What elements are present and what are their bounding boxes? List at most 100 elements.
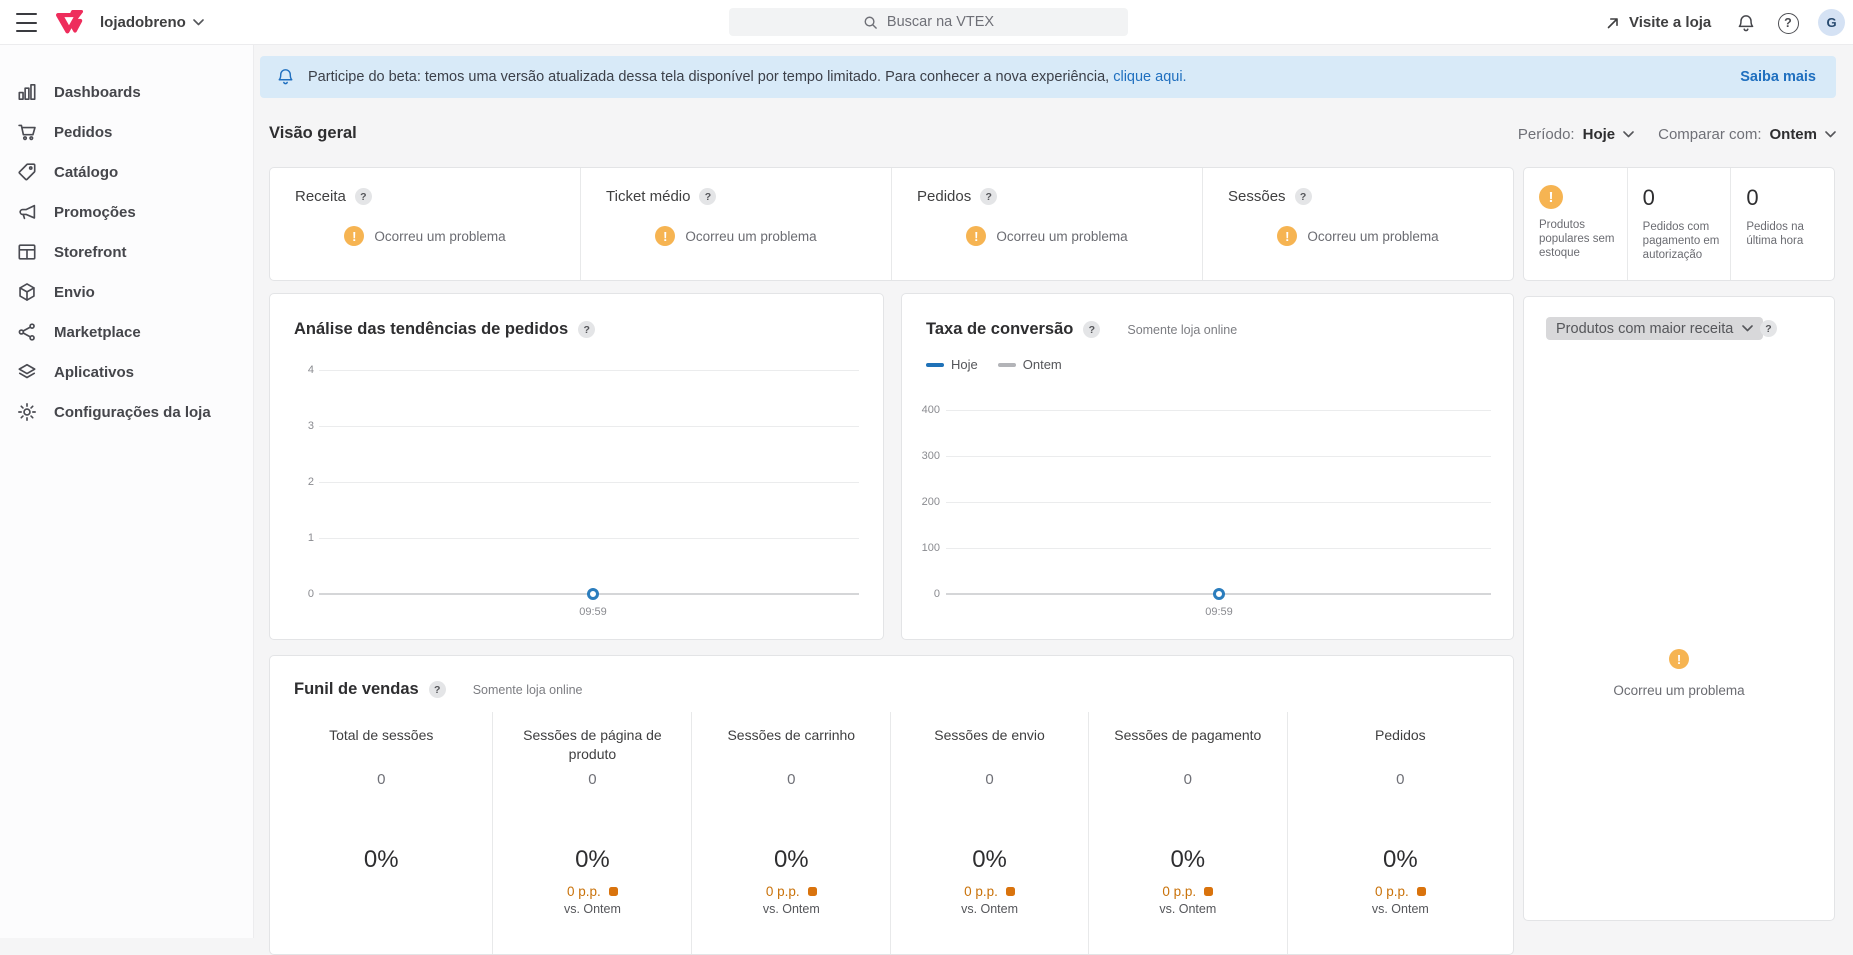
sidebar-item-dashboards[interactable]: Dashboards <box>0 72 253 112</box>
visit-store-link[interactable]: Visite a loja <box>1606 12 1711 33</box>
kpi-sessoes: Sessões? ! Ocorreu um problema <box>1202 168 1513 280</box>
delta-pp: 0 p.p. <box>493 884 691 899</box>
period-controls: Período: Hoje Comparar com: Ontem <box>1518 126 1836 143</box>
arrow-up-right-icon <box>1607 17 1618 28</box>
delta-dot-icon <box>1005 887 1015 896</box>
funnel-step-pedidos: Pedidos 0 0% 0 p.p. vs. Ontem <box>1286 712 1513 954</box>
storefront-layout-icon <box>18 244 36 260</box>
account-switcher[interactable]: lojadobreno <box>100 12 204 33</box>
top-bar: lojadobreno Buscar na VTEX Visite a loja… <box>0 0 1853 45</box>
legend-hoje: Hoje <box>926 357 978 372</box>
menu-hamburger-icon[interactable] <box>16 13 40 32</box>
error-text: Ocorreu um problema <box>685 228 817 244</box>
help-badge-icon[interactable]: ? <box>354 188 372 205</box>
counter-pedidos-ultima-hora: 0 Pedidos na última hora <box>1730 168 1834 280</box>
help-badge-icon[interactable]: ? <box>428 681 446 698</box>
sidebar-item-storefront[interactable]: Storefront <box>0 232 253 272</box>
warning-icon: ! <box>655 226 676 246</box>
delta-dot-icon <box>1204 887 1214 896</box>
help-badge-icon[interactable]: ? <box>578 321 596 338</box>
delta-dot-icon <box>608 887 618 896</box>
help-icon[interactable]: ? <box>1776 11 1800 35</box>
chevron-down-icon <box>1623 131 1634 138</box>
x-axis-tick: 09:59 <box>1205 606 1233 618</box>
delta-pp: 0 p.p. <box>1089 884 1287 899</box>
shipping-box-icon <box>19 283 35 301</box>
scope-note: Somente loja online <box>1127 322 1238 337</box>
promotions-megaphone-icon <box>19 204 36 220</box>
help-badge-icon[interactable]: ? <box>1083 321 1101 338</box>
avatar-initial: G <box>1826 15 1837 30</box>
sidebar-item-configuracoes[interactable]: Configurações da loja <box>0 392 253 432</box>
banner-message: Participe do beta: temos uma versão atua… <box>308 69 1187 85</box>
counter-produtos-sem-estoque: ! Produtos populares sem estoque <box>1524 168 1627 280</box>
sidebar-item-pedidos[interactable]: Pedidos <box>0 112 253 152</box>
sales-funnel-card: Funil de vendas ? Somente loja online To… <box>269 655 1514 955</box>
chart-title: Taxa de conversão <box>926 320 1074 338</box>
error-text: Ocorreu um problema <box>374 228 506 244</box>
chart-legend: Hoje Ontem <box>926 357 1489 372</box>
help-badge-icon[interactable]: ? <box>1294 188 1312 205</box>
chevron-down-icon <box>1742 325 1754 332</box>
warning-icon: ! <box>344 226 365 246</box>
products-metric-selector[interactable]: Produtos com maior receita <box>1546 317 1764 340</box>
period-selector[interactable]: Período: Hoje <box>1518 126 1634 143</box>
error-text: Ocorreu um problema <box>1613 683 1745 698</box>
help-badge-icon[interactable]: ? <box>980 188 998 205</box>
counter-pagamento-autorizacao: 0 Pedidos com pagamento em autorização <box>1626 168 1731 280</box>
beta-banner: Participe do beta: temos uma versão atua… <box>260 56 1836 98</box>
compare-selector[interactable]: Comparar com: Ontem <box>1658 126 1836 143</box>
delta-dot-icon <box>807 887 817 896</box>
visit-store-label: Visite a loja <box>1629 14 1712 31</box>
warning-icon: ! <box>1669 649 1689 669</box>
warning-icon: ! <box>966 226 987 246</box>
kpi-receita: Receita? ! Ocorreu um problema <box>270 168 580 280</box>
funnel-steps: Total de sessões 0 0% Sessões de página … <box>270 712 1513 954</box>
kpi-ticket-medio: Ticket médio? ! Ocorreu um problema <box>580 168 891 280</box>
help-badge-icon[interactable]: ? <box>699 188 717 205</box>
funnel-step-carrinho: Sessões de carrinho 0 0% 0 p.p. vs. Onte… <box>691 712 890 954</box>
saiba-mais-link[interactable]: Saiba mais <box>1740 69 1816 85</box>
bell-icon <box>278 69 293 85</box>
warning-icon: ! <box>1277 226 1298 246</box>
warning-icon: ! <box>1539 185 1563 209</box>
top-products-panel: Produtos com maior receita ? ! Ocorreu u… <box>1523 296 1835 921</box>
today-line-swatch <box>926 362 944 367</box>
quick-counters: ! Produtos populares sem estoque 0 Pedid… <box>1523 167 1835 281</box>
panel-error: ! Ocorreu um problema <box>1524 649 1834 698</box>
sidebar-item-promocoes[interactable]: Promoções <box>0 192 253 232</box>
dashboards-chart-icon <box>18 84 36 100</box>
apps-layers-icon <box>18 363 36 379</box>
conversion-rate-chart-card: Taxa de conversão ? Somente loja online … <box>901 293 1514 640</box>
catalog-tag-icon <box>18 163 36 181</box>
page-title: Visão geral <box>269 124 357 142</box>
notifications-bell-icon[interactable] <box>1734 11 1758 35</box>
sidebar-item-catalogo[interactable]: Catálogo <box>0 152 253 192</box>
funnel-step-pagina-produto: Sessões de página de produto 0 0% 0 p.p.… <box>492 712 691 954</box>
user-avatar[interactable]: G <box>1818 9 1845 36</box>
funnel-step-pagamento: Sessões de pagamento 0 0% 0 p.p. vs. Ont… <box>1087 712 1287 954</box>
funnel-step-total-sessoes: Total de sessões 0 0% <box>329 727 434 873</box>
funnel-title: Funil de vendas <box>294 680 419 698</box>
yesterday-line-swatch <box>997 362 1016 367</box>
search-placeholder: Buscar na VTEX <box>886 14 995 30</box>
sidebar-item-envio[interactable]: Envio <box>0 272 253 312</box>
settings-gear-icon <box>18 403 36 421</box>
orders-trend-plot: 4 3 2 1 0 09:59 <box>270 294 883 639</box>
account-name: lojadobreno <box>100 14 186 31</box>
banner-inline-link[interactable]: clique aqui. <box>1113 69 1187 85</box>
sidebar: Dashboards Pedidos Catálogo Promoções St… <box>0 45 254 938</box>
kpi-cards: Receita? ! Ocorreu um problema Ticket méd… <box>269 167 1514 281</box>
help-badge-icon[interactable]: ? <box>1760 320 1777 337</box>
search-input[interactable]: Buscar na VTEX <box>729 8 1128 36</box>
chevron-down-icon <box>193 19 204 26</box>
sidebar-item-aplicativos[interactable]: Aplicativos <box>0 352 253 392</box>
sidebar-item-marketplace[interactable]: Marketplace <box>0 312 253 352</box>
search-icon <box>864 16 877 29</box>
error-text: Ocorreu um problema <box>996 228 1128 244</box>
delta-pp: 0 p.p. <box>1288 884 1513 899</box>
data-point-marker <box>1213 588 1225 600</box>
funnel-header: Funil de vendas ? Somente loja online <box>270 656 1513 699</box>
error-text: Ocorreu um problema <box>1307 228 1439 244</box>
delta-pp: 0 p.p. <box>692 884 890 899</box>
